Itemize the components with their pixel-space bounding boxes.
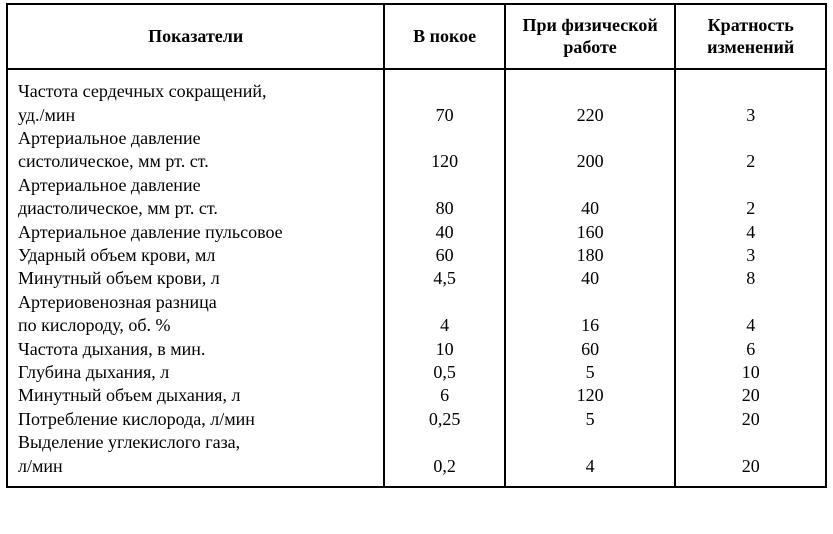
row-label: уд./мин: [18, 104, 373, 127]
row-ratio-value: 6: [686, 338, 815, 361]
row-rest-value: 6: [395, 384, 493, 407]
row-ratio-value: 10: [686, 361, 815, 384]
row-rest-value: 120: [395, 150, 493, 173]
row-label: Артериовенозная разница: [18, 291, 373, 314]
row-label: Потребление кислорода, л/мин: [18, 408, 373, 431]
physiology-table: Показатели В покое При физической работе…: [6, 3, 827, 488]
row-label: Артериальное давление: [18, 174, 373, 197]
row-work-value: 220: [516, 104, 665, 127]
row-work-value: 5: [516, 361, 665, 384]
col-header-indicator: Показатели: [7, 4, 384, 69]
row-work-value: 160: [516, 221, 665, 244]
row-ratio-value: 4: [686, 221, 815, 244]
rest-cell: 70 120 8040604,5 4100,560,25 0,2: [384, 69, 504, 487]
col-header-work: При физической работе: [505, 4, 676, 69]
row-rest-value: 4,5: [395, 267, 493, 290]
row-rest-value: 4: [395, 314, 493, 337]
row-ratio-value: 20: [686, 455, 815, 478]
row-label: Артериальное давление: [18, 127, 373, 150]
labels-cell: Частота сердечных сокращений,уд./минАрте…: [7, 69, 384, 487]
row-label: Частота дыхания, в мин.: [18, 338, 373, 361]
col-header-rest: В покое: [384, 4, 504, 69]
ratio-cell: 3 2 2438 46102020 20: [675, 69, 826, 487]
row-rest-value: 0,2: [395, 455, 493, 478]
row-work-value: 40: [516, 267, 665, 290]
row-ratio-value: 20: [686, 408, 815, 431]
row-label: Артериальное давление пульсовое: [18, 221, 373, 244]
row-ratio-value: 2: [686, 197, 815, 220]
header-row: Показатели В покое При физической работе…: [7, 4, 826, 69]
row-label: Ударный объем крови, мл: [18, 244, 373, 267]
row-work-value: 5: [516, 408, 665, 431]
row-work-value: 4: [516, 455, 665, 478]
row-label: л/мин: [18, 455, 373, 478]
row-rest-value: 40: [395, 221, 493, 244]
row-label: Глубина дыхания, л: [18, 361, 373, 384]
row-rest-value: 70: [395, 104, 493, 127]
row-work-value: 16: [516, 314, 665, 337]
row-work-value: 40: [516, 197, 665, 220]
row-label: по кислороду, об. %: [18, 314, 373, 337]
row-rest-value: 60: [395, 244, 493, 267]
row-label: Частота сердечных сокращений,: [18, 80, 373, 103]
col-header-ratio: Кратность изменений: [675, 4, 826, 69]
row-work-value: 200: [516, 150, 665, 173]
row-label: Минутный объем дыхания, л: [18, 384, 373, 407]
row-ratio-value: 2: [686, 150, 815, 173]
work-cell: 220 200 4016018040 166051205 4: [505, 69, 676, 487]
row-label: систолическое, мм рт. ст.: [18, 150, 373, 173]
row-ratio-value: 20: [686, 384, 815, 407]
row-label: Минутный объем крови, л: [18, 267, 373, 290]
row-ratio-value: 8: [686, 267, 815, 290]
body-row: Частота сердечных сокращений,уд./минАрте…: [7, 69, 826, 487]
row-label: диастолическое, мм рт. ст.: [18, 197, 373, 220]
row-rest-value: 80: [395, 197, 493, 220]
row-ratio-value: 3: [686, 244, 815, 267]
row-rest-value: 10: [395, 338, 493, 361]
row-work-value: 180: [516, 244, 665, 267]
row-ratio-value: 4: [686, 314, 815, 337]
row-work-value: 120: [516, 384, 665, 407]
row-rest-value: 0,25: [395, 408, 493, 431]
row-rest-value: 0,5: [395, 361, 493, 384]
row-label: Выделение углекислого газа,: [18, 431, 373, 454]
row-ratio-value: 3: [686, 104, 815, 127]
row-work-value: 60: [516, 338, 665, 361]
